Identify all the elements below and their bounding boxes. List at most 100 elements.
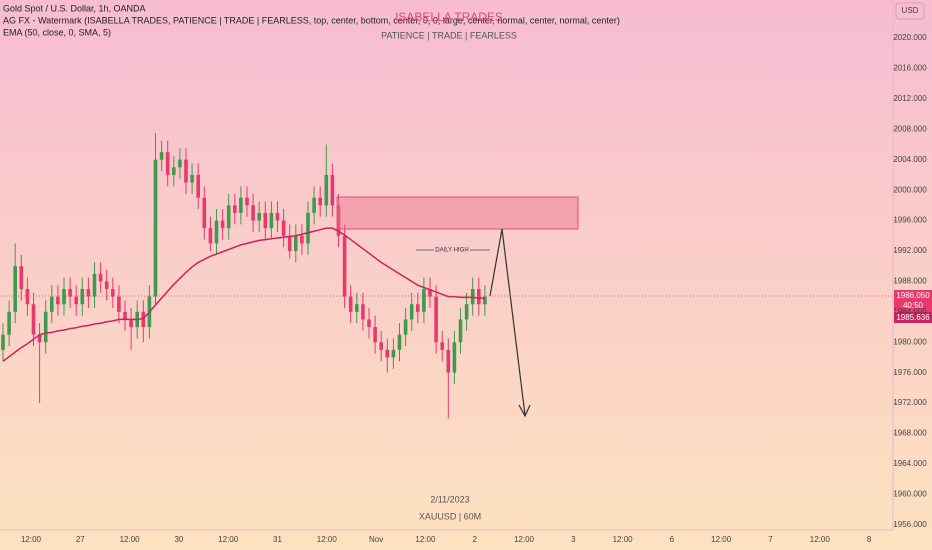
candle-body: [233, 205, 237, 213]
y-tick-label: 1984.000: [893, 307, 927, 316]
candle-body: [300, 235, 304, 244]
watermark-title: ISABELLA TRADES: [395, 10, 503, 24]
x-tick-label: 12:00: [613, 535, 634, 544]
watermark-subtitle: PATIENCE | TRADE | FEARLESS: [381, 30, 517, 40]
candle-body: [269, 212, 274, 229]
candle-body: [348, 296, 353, 312]
currency-box[interactable]: [895, 2, 925, 20]
arrow-head: [518, 404, 531, 418]
candle-body: [391, 349, 396, 358]
ema-price-tag: [894, 312, 932, 323]
candle-body: [355, 304, 359, 312]
candle-body: [416, 304, 420, 312]
candle-body: [7, 311, 11, 335]
y-tick-label: 1968.000: [893, 429, 927, 438]
candle-body: [129, 319, 133, 328]
y-tick-label: 2004.000: [893, 155, 927, 164]
x-tick-label: 12:00: [810, 535, 831, 544]
x-tick-label: 12:00: [218, 535, 239, 544]
x-tick-label: 2: [472, 535, 477, 544]
candle-body: [373, 327, 377, 343]
label-bg: [434, 245, 470, 255]
candle-body: [98, 273, 103, 282]
candle-body: [379, 342, 383, 350]
candle-body: [336, 205, 341, 236]
candle-body: [214, 220, 219, 244]
candle-body: [86, 289, 91, 297]
candle-body: [74, 296, 78, 305]
candle-body: [196, 174, 200, 198]
candle-body: [446, 349, 451, 373]
y-tick-label: 2016.000: [893, 64, 927, 73]
candle-body: [165, 152, 170, 175]
candle-body: [178, 159, 182, 168]
y-tick-label: 1964.000: [893, 459, 927, 468]
y-tick-label: 1972.000: [893, 398, 927, 407]
candle-body: [361, 304, 365, 320]
candle-body: [275, 212, 280, 221]
candle-body: [123, 311, 127, 320]
x-tick-label: 31: [273, 535, 282, 544]
candle-body: [422, 289, 426, 312]
candle-body: [318, 197, 322, 206]
supply-zone: [336, 196, 579, 230]
y-tick-label: 1976.000: [893, 368, 927, 377]
candle-body: [19, 266, 24, 290]
candle-body: [294, 235, 298, 251]
x-tick-label: 12:00: [514, 535, 535, 544]
y-tick-label: 2008.000: [893, 124, 927, 133]
projection-arrow: [489, 228, 526, 416]
x-tick-label: 12:00: [415, 535, 436, 544]
candle-body: [367, 319, 371, 328]
candle-body: [385, 349, 390, 358]
ema-price: 1985.636: [896, 313, 930, 322]
candle-body: [13, 266, 17, 312]
candle-body: [111, 289, 115, 297]
x-tick-label: 12:00: [711, 535, 732, 544]
candle-body: [226, 205, 231, 229]
x-tick-label: 27: [76, 535, 85, 544]
candle-body: [117, 296, 121, 312]
candle-body: [312, 197, 316, 213]
candle-body: [483, 296, 487, 305]
candle-body: [104, 281, 109, 290]
watermark-ticker: XAUUSD | 60M: [419, 511, 481, 521]
candle-body: [397, 334, 402, 350]
x-tick-label: Nov: [369, 535, 383, 544]
candle-body: [403, 319, 408, 335]
candle-body: [68, 289, 72, 297]
candle-body: [50, 296, 54, 312]
candle-body: [251, 205, 255, 221]
daily-high-label: DAILY HIGH: [435, 248, 468, 254]
candle-body: [330, 174, 335, 206]
candle-body: [190, 174, 194, 183]
y-tick-label: 1956.000: [893, 520, 927, 529]
last-price: 1986.050: [896, 291, 930, 300]
candle-body: [153, 159, 158, 297]
candle-body: [263, 212, 268, 229]
candle-body: [202, 197, 207, 229]
candle-body: [428, 289, 432, 297]
candle-body: [470, 289, 475, 305]
candle-body: [31, 304, 36, 335]
candle-body: [257, 212, 261, 221]
candle-body: [37, 334, 42, 343]
y-tick-label: 1996.000: [893, 216, 927, 225]
candle-body: [56, 296, 60, 305]
candle-body: [440, 342, 444, 350]
candle-body: [342, 235, 347, 297]
y-tick-label: 1980.000: [893, 337, 927, 346]
currency[interactable]: USD: [902, 6, 919, 15]
y-tick-label: 2012.000: [893, 94, 927, 103]
candle-body: [80, 289, 85, 305]
candle-body: [172, 167, 176, 175]
y-tick-label: 2000.000: [893, 185, 927, 194]
candle-body: [287, 235, 292, 251]
y-tick-label: 2020.000: [893, 33, 927, 42]
x-tick-label: 30: [174, 535, 183, 544]
x-tick-label: 7: [768, 535, 773, 544]
x-tick-label: 6: [670, 535, 675, 544]
candle-body: [434, 296, 438, 343]
